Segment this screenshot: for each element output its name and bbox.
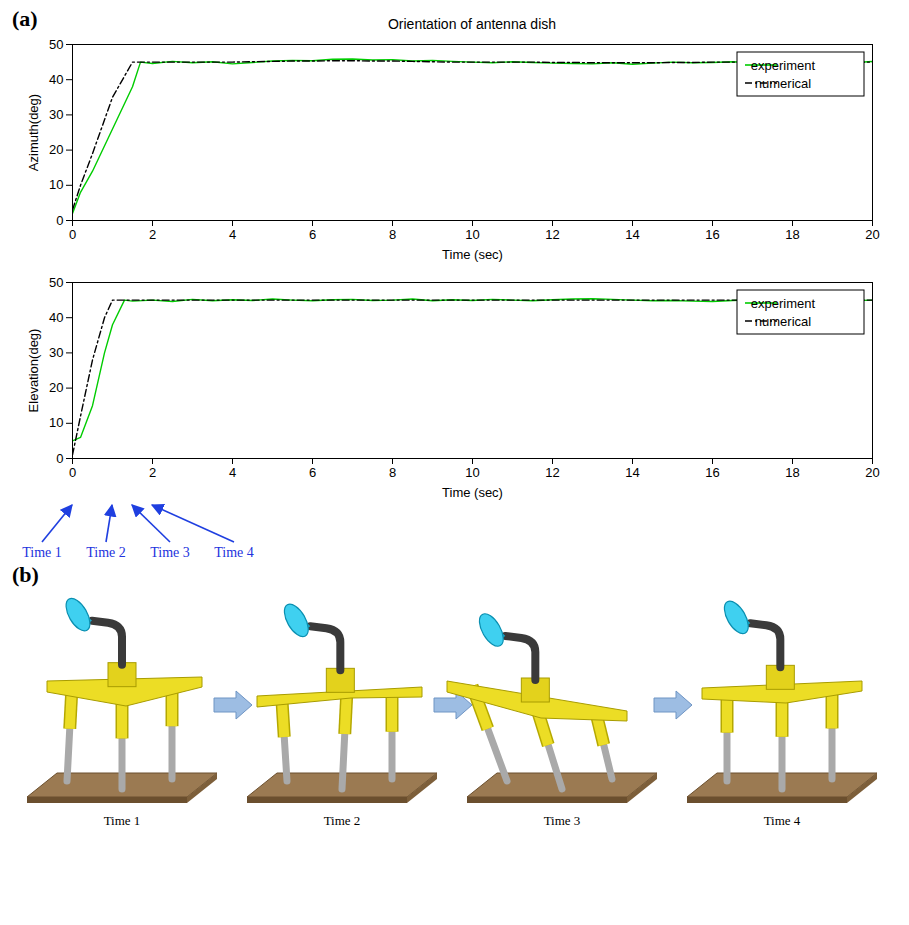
svg-text:experiment: experiment xyxy=(751,58,816,73)
html-text:(a): (a) xyxy=(12,6,38,31)
svg-text:Time (sec): Time (sec) xyxy=(442,485,503,500)
svg-text:8: 8 xyxy=(389,465,396,480)
svg-text:2: 2 xyxy=(149,227,156,242)
svg-text:10: 10 xyxy=(465,227,479,242)
svg-text:12: 12 xyxy=(545,465,559,480)
svg-text:Time 2: Time 2 xyxy=(324,813,361,828)
svg-text:30: 30 xyxy=(49,345,63,360)
svg-text:40: 40 xyxy=(49,310,63,325)
svg-text:10: 10 xyxy=(49,177,63,192)
svg-text:6: 6 xyxy=(309,227,316,242)
svg-text:40: 40 xyxy=(49,72,63,87)
html-text:Orientation of antenna dish: Orientation of antenna dish xyxy=(387,16,557,32)
svg-text:4: 4 xyxy=(229,227,236,242)
svg-text:experiment: experiment xyxy=(751,296,816,311)
svg-text:20: 20 xyxy=(865,227,879,242)
svg-text:50: 50 xyxy=(49,37,63,52)
svg-text:20: 20 xyxy=(49,142,63,157)
svg-text:30: 30 xyxy=(49,107,63,122)
svg-text:14: 14 xyxy=(625,227,639,242)
svg-text:numerical: numerical xyxy=(755,314,811,329)
svg-text:6: 6 xyxy=(309,465,316,480)
svg-text:8: 8 xyxy=(389,227,396,242)
html-text:(b): (b) xyxy=(12,562,39,587)
svg-text:0: 0 xyxy=(69,465,76,480)
svg-text:0: 0 xyxy=(69,227,76,242)
svg-text:Azimuth(deg): Azimuth(deg) xyxy=(26,94,41,171)
svg-text:Time 3: Time 3 xyxy=(544,813,581,828)
svg-text:50: 50 xyxy=(49,275,63,290)
svg-text:numerical: numerical xyxy=(755,76,811,91)
svg-text:4: 4 xyxy=(229,465,236,480)
svg-text:18: 18 xyxy=(785,227,799,242)
svg-text:Elevation(deg): Elevation(deg) xyxy=(26,329,41,413)
svg-text:16: 16 xyxy=(705,227,719,242)
svg-text:0: 0 xyxy=(56,451,63,466)
svg-text:12: 12 xyxy=(545,227,559,242)
svg-text:18: 18 xyxy=(785,465,799,480)
svg-text:14: 14 xyxy=(625,465,639,480)
svg-text:Time 2: Time 2 xyxy=(86,545,126,560)
svg-text:20: 20 xyxy=(49,380,63,395)
svg-text:Time 1: Time 1 xyxy=(22,545,62,560)
svg-text:20: 20 xyxy=(865,465,879,480)
svg-text:2: 2 xyxy=(149,465,156,480)
svg-text:10: 10 xyxy=(465,465,479,480)
svg-text:Time 4: Time 4 xyxy=(214,545,254,560)
svg-text:Time (sec): Time (sec) xyxy=(442,247,503,262)
svg-text:Time 4: Time 4 xyxy=(764,813,801,828)
svg-text:Time 1: Time 1 xyxy=(104,813,141,828)
svg-text:Time 3: Time 3 xyxy=(150,545,190,560)
svg-text:10: 10 xyxy=(49,415,63,430)
svg-text:16: 16 xyxy=(705,465,719,480)
svg-text:0: 0 xyxy=(56,213,63,228)
